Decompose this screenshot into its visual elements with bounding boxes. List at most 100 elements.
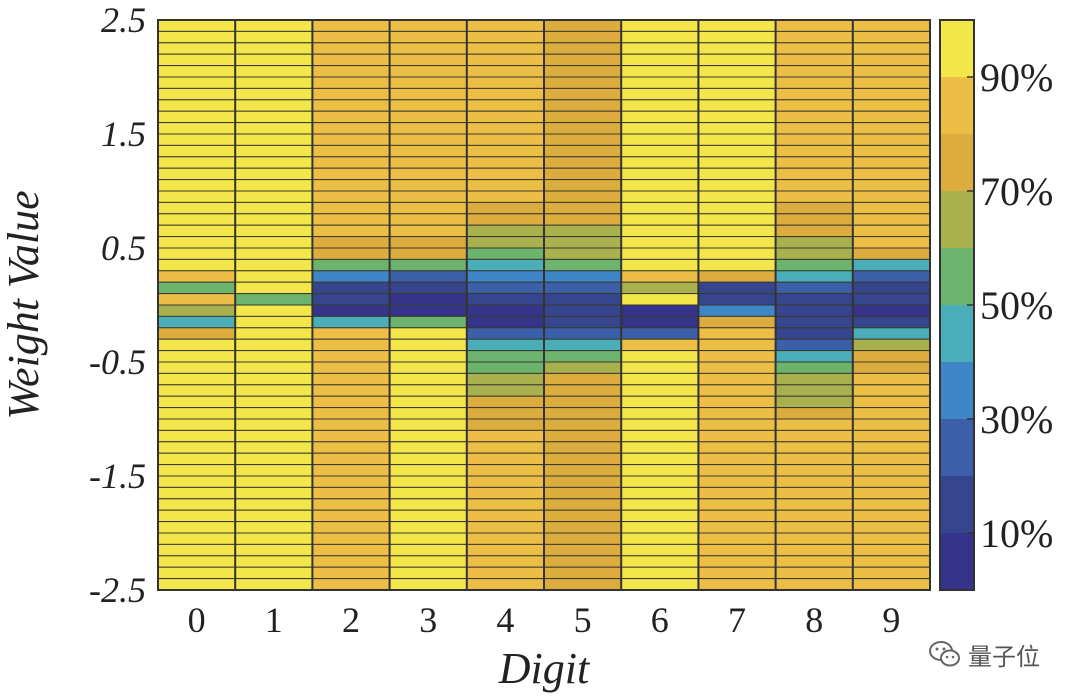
y-axis-ticks: 2.5 1.5 0.5 -0.5 -1.5 -2.5 bbox=[89, 0, 146, 610]
heatmap-cell bbox=[234, 509, 313, 523]
heatmap-cell bbox=[697, 429, 777, 443]
heatmap-cell bbox=[543, 521, 622, 534]
heatmap-cell bbox=[466, 452, 545, 466]
heatmap-cell bbox=[466, 304, 545, 317]
heatmap-cell bbox=[234, 372, 313, 386]
heatmap-cell bbox=[697, 543, 777, 557]
heatmap-cell bbox=[543, 464, 622, 477]
heatmap-cell bbox=[157, 532, 236, 545]
heatmap-cell bbox=[157, 144, 236, 158]
heatmap-cell bbox=[157, 99, 236, 112]
heatmap-cell bbox=[389, 486, 468, 500]
heatmap-cell bbox=[389, 555, 468, 568]
heatmap-cell bbox=[389, 258, 468, 272]
heatmap-cell bbox=[852, 327, 931, 340]
heatmap-cell bbox=[466, 464, 545, 477]
x-tick-label: 8 bbox=[805, 600, 823, 640]
heatmap-cell bbox=[852, 395, 931, 409]
heatmap-cell bbox=[466, 213, 545, 226]
heatmap-cell bbox=[311, 475, 391, 488]
heatmap-cell bbox=[389, 76, 468, 89]
heatmap-cell bbox=[543, 532, 622, 545]
heatmap-cell bbox=[157, 543, 236, 557]
heatmap-cell bbox=[157, 555, 236, 568]
heatmap-cell bbox=[697, 281, 777, 295]
heatmap-cell bbox=[620, 338, 699, 352]
heatmap-cell bbox=[543, 30, 622, 44]
heatmap-cell bbox=[389, 190, 468, 203]
heatmap-cell bbox=[389, 509, 468, 523]
heatmap-cell bbox=[775, 361, 854, 374]
heatmap-cell bbox=[620, 53, 699, 67]
y-tick-label: 0.5 bbox=[101, 228, 146, 268]
heatmap-cell bbox=[775, 521, 854, 534]
heatmap-cell bbox=[775, 372, 854, 386]
heatmap-cell bbox=[157, 122, 236, 135]
heatmap-cell bbox=[234, 555, 313, 568]
heatmap-cell bbox=[775, 30, 854, 44]
heatmap-cell bbox=[852, 543, 931, 557]
heatmap-cell bbox=[311, 441, 391, 454]
heatmap-cell bbox=[697, 110, 777, 124]
heatmap-cell bbox=[389, 133, 468, 146]
heatmap-cell bbox=[157, 53, 236, 67]
colorbar-segment bbox=[940, 191, 974, 248]
heatmap-cell bbox=[389, 464, 468, 477]
heatmap-cell bbox=[234, 236, 313, 249]
heatmap-cell bbox=[697, 327, 777, 340]
heatmap-cell bbox=[775, 464, 854, 477]
heatmap-cell bbox=[389, 110, 468, 124]
heatmap-cell bbox=[775, 53, 854, 67]
heatmap-cell bbox=[697, 122, 777, 135]
heatmap-cell bbox=[389, 566, 468, 580]
heatmap-cell bbox=[311, 407, 391, 420]
heatmap-cell bbox=[620, 19, 699, 32]
heatmap-cell bbox=[852, 532, 931, 545]
heatmap-cells bbox=[157, 19, 931, 591]
heatmap-cell bbox=[543, 384, 622, 397]
heatmap-cell bbox=[543, 350, 622, 363]
heatmap-cell bbox=[157, 247, 236, 260]
heatmap-cell bbox=[311, 76, 391, 89]
heatmap-cell bbox=[775, 122, 854, 135]
heatmap-cell bbox=[852, 521, 931, 534]
heatmap-cell bbox=[852, 224, 931, 238]
heatmap-cell bbox=[697, 179, 777, 192]
heatmap-cell bbox=[852, 441, 931, 454]
heatmap-cell bbox=[311, 509, 391, 523]
heatmap-cell bbox=[620, 555, 699, 568]
heatmap-cell bbox=[466, 315, 545, 329]
heatmap-cell bbox=[311, 30, 391, 44]
colorbar-segment bbox=[940, 248, 974, 305]
heatmap-cell bbox=[311, 270, 391, 283]
heatmap-cell bbox=[543, 293, 622, 306]
heatmap-cell bbox=[234, 498, 313, 511]
heatmap-cell bbox=[157, 498, 236, 511]
heatmap-cell bbox=[543, 190, 622, 203]
heatmap-cell bbox=[466, 144, 545, 158]
heatmap-cell bbox=[157, 258, 236, 272]
heatmap-cell bbox=[389, 293, 468, 306]
heatmap-cell bbox=[697, 350, 777, 363]
heatmap-cell bbox=[775, 167, 854, 181]
heatmap-cell bbox=[234, 464, 313, 477]
heatmap-cell bbox=[775, 498, 854, 511]
heatmap-cell bbox=[311, 452, 391, 466]
heatmap-cell bbox=[234, 532, 313, 545]
heatmap-cell bbox=[697, 441, 777, 454]
heatmap-cell bbox=[311, 578, 391, 591]
heatmap-cell bbox=[620, 30, 699, 44]
heatmap-cell bbox=[311, 281, 391, 295]
heatmap-cell bbox=[620, 452, 699, 466]
heatmap-cell bbox=[234, 190, 313, 203]
heatmap-cell bbox=[775, 87, 854, 101]
x-tick-label: 5 bbox=[574, 600, 592, 640]
heatmap-cell bbox=[697, 247, 777, 260]
heatmap-cell bbox=[697, 236, 777, 249]
heatmap-cell bbox=[157, 315, 236, 329]
heatmap-cell bbox=[466, 30, 545, 44]
heatmap-cell bbox=[543, 156, 622, 169]
heatmap-cell bbox=[775, 578, 854, 591]
heatmap-cell bbox=[311, 144, 391, 158]
heatmap-cell bbox=[311, 338, 391, 352]
